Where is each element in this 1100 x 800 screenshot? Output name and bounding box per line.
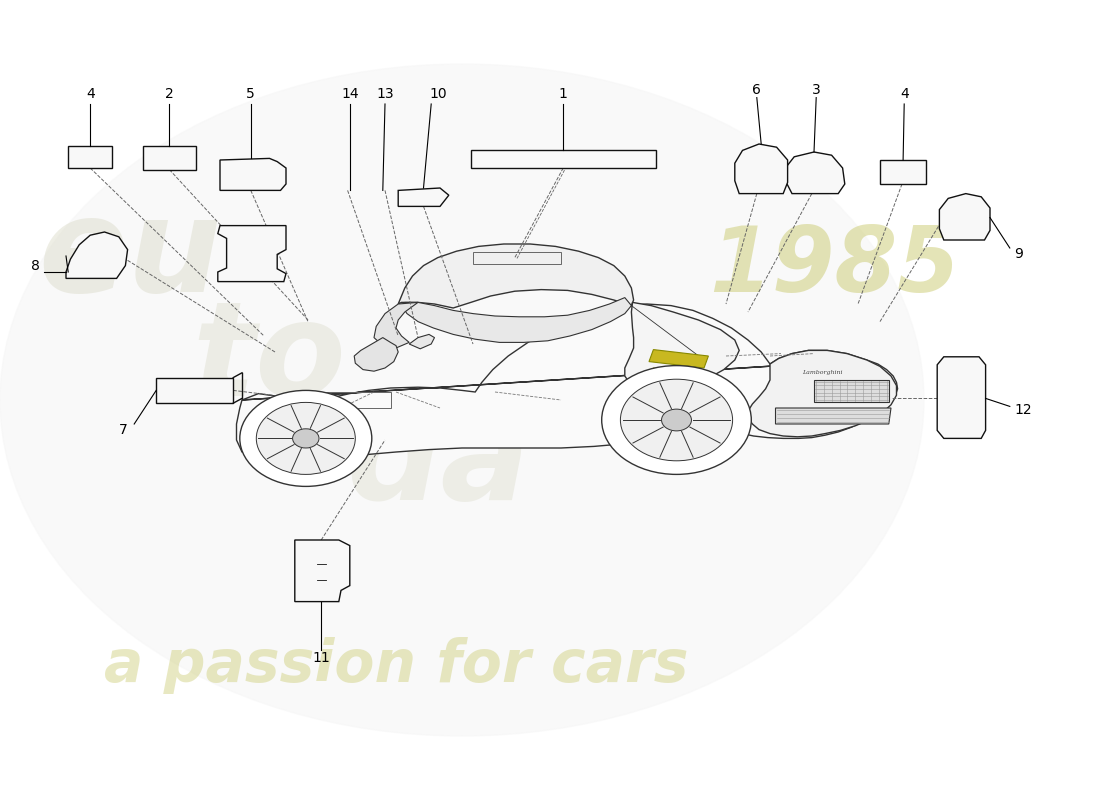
Text: eu: eu	[39, 192, 222, 319]
Polygon shape	[814, 380, 889, 402]
Text: a passion for cars: a passion for cars	[104, 637, 689, 694]
Text: 8: 8	[31, 258, 40, 273]
Polygon shape	[354, 338, 398, 371]
Text: 12: 12	[1014, 402, 1032, 417]
Polygon shape	[398, 188, 449, 206]
Polygon shape	[649, 368, 708, 386]
Text: 9: 9	[1014, 247, 1023, 262]
Polygon shape	[295, 540, 350, 602]
Circle shape	[240, 390, 372, 486]
Text: 7: 7	[119, 423, 128, 438]
Polygon shape	[402, 298, 631, 342]
Text: 4: 4	[86, 87, 95, 102]
Text: 3: 3	[812, 82, 821, 97]
Polygon shape	[880, 160, 926, 184]
Circle shape	[0, 64, 924, 736]
Text: 1: 1	[559, 87, 568, 102]
Text: 1985: 1985	[710, 223, 960, 311]
Polygon shape	[471, 150, 656, 168]
Text: da: da	[346, 400, 530, 527]
Polygon shape	[66, 232, 128, 278]
Text: 6: 6	[752, 82, 761, 97]
Polygon shape	[220, 158, 286, 190]
Polygon shape	[785, 152, 845, 194]
Circle shape	[293, 429, 319, 448]
Circle shape	[661, 409, 692, 431]
Circle shape	[256, 402, 355, 474]
Polygon shape	[218, 226, 286, 282]
Text: Lamborghini: Lamborghini	[803, 370, 843, 375]
Polygon shape	[68, 146, 112, 168]
Text: 2: 2	[165, 87, 174, 102]
Polygon shape	[156, 378, 233, 403]
Polygon shape	[143, 146, 196, 170]
Circle shape	[620, 379, 733, 461]
Text: to: to	[192, 296, 346, 423]
Polygon shape	[748, 350, 896, 437]
Polygon shape	[398, 244, 634, 308]
Text: 4: 4	[900, 87, 909, 102]
Text: 11: 11	[312, 650, 330, 665]
Polygon shape	[374, 302, 418, 348]
Text: 14: 14	[341, 87, 359, 102]
Text: 10: 10	[429, 87, 447, 102]
Polygon shape	[776, 408, 891, 424]
Polygon shape	[649, 350, 708, 368]
Polygon shape	[939, 194, 990, 240]
Text: 13: 13	[376, 87, 394, 102]
Polygon shape	[625, 302, 739, 390]
Polygon shape	[409, 334, 434, 349]
Polygon shape	[735, 144, 788, 194]
Polygon shape	[937, 357, 986, 438]
Text: since: since	[506, 331, 741, 409]
Text: 5: 5	[246, 87, 255, 102]
Polygon shape	[236, 304, 898, 458]
Circle shape	[602, 366, 751, 474]
